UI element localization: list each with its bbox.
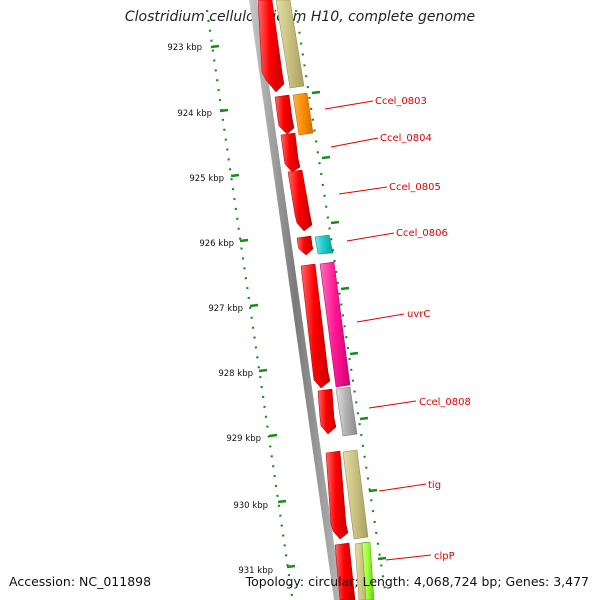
gene-label-clpp[interactable]: clpP [434,551,455,562]
genome-summary-text: Topology: circular; Length: 4,068,724 bp… [245,574,589,589]
gene-label-leaders [324,100,432,561]
ruler-tick-labels: 923 kbp 924 kbp 925 kbp 926 kbp 927 kbp … [167,43,273,576]
gene-labels: Ccel_0803 Ccel_0804 Ccel_0805 Ccel_0806 … [375,96,471,562]
outer-tick [349,351,359,356]
ruler-tick-label: 923 kbp [167,43,202,53]
cds-arrow [287,169,313,232]
outer-ruler [294,9,388,597]
leader-line [324,100,374,110]
ruler-tick-label: 930 kbp [233,501,268,511]
genome-backbone [249,0,342,600]
leader-line [368,400,417,409]
outer-tick [377,556,387,561]
ruler-tick [277,499,287,504]
ruler-tick [268,433,278,438]
cds-arrow [334,542,356,600]
cds-arrow [257,0,285,93]
outer-tick [321,155,331,160]
ruler-tick-label: 929 kbp [226,434,261,444]
outer-tick [330,220,340,225]
cds-arrow [296,235,314,256]
ruler-tick-label: 928 kbp [218,369,253,379]
ruler-tick [230,173,240,178]
ruler-tick [219,108,229,113]
outer-tick [311,90,321,95]
cds-arrow [300,263,331,389]
cog-block [361,541,375,600]
cog-block [314,234,334,255]
ruler-tick [258,368,268,373]
ruler-tick-label: 925 kbp [189,174,224,184]
leader-line [378,483,427,492]
gene-label-ccel-0808[interactable]: Ccel_0808 [419,397,471,408]
cog-block [292,92,314,136]
gene-label-ccel-0806[interactable]: Ccel_0806 [396,228,448,239]
ruler-tick [210,44,220,49]
map-title: Clostridium cellulolyticum H10, complete… [124,9,476,25]
accession-text: Accession: NC_011898 [9,574,152,589]
cog-block [319,261,351,388]
ruler-tick-label: 924 kbp [177,109,212,119]
cog-track [275,0,375,600]
cog-block [335,386,358,437]
cds-track [257,0,356,600]
gene-label-ccel-0804[interactable]: Ccel_0804 [380,133,432,144]
ruler-tick-marks [210,44,296,569]
leader-line [346,232,395,242]
cog-block [275,0,305,89]
cog-block [342,449,369,540]
cds-arrow [325,450,349,540]
outer-tick [340,286,350,291]
outer-tick [359,416,369,421]
leader-line [356,313,405,323]
ruler-tick [239,238,249,243]
ruler-tick-label: 926 kbp [199,239,234,249]
ruler-tick-label: 927 kbp [208,304,243,314]
gene-label-tig[interactable]: tig [428,480,441,491]
cds-arrow [317,388,337,435]
ruler-tick-label: 931 kbp [238,566,273,576]
ruler-tick [249,303,259,308]
ruler-tick [286,564,296,569]
gene-label-ccel-0805[interactable]: Ccel_0805 [389,182,441,193]
leader-line [330,137,379,148]
outer-tick [368,488,378,493]
leader-line [338,186,388,195]
gene-label-ccel-0803[interactable]: Ccel_0803 [375,96,427,107]
gene-label-uvrc[interactable]: uvrC [407,309,430,320]
cds-arrow [280,132,301,173]
cds-arrow [274,94,295,135]
leader-line [385,554,432,561]
